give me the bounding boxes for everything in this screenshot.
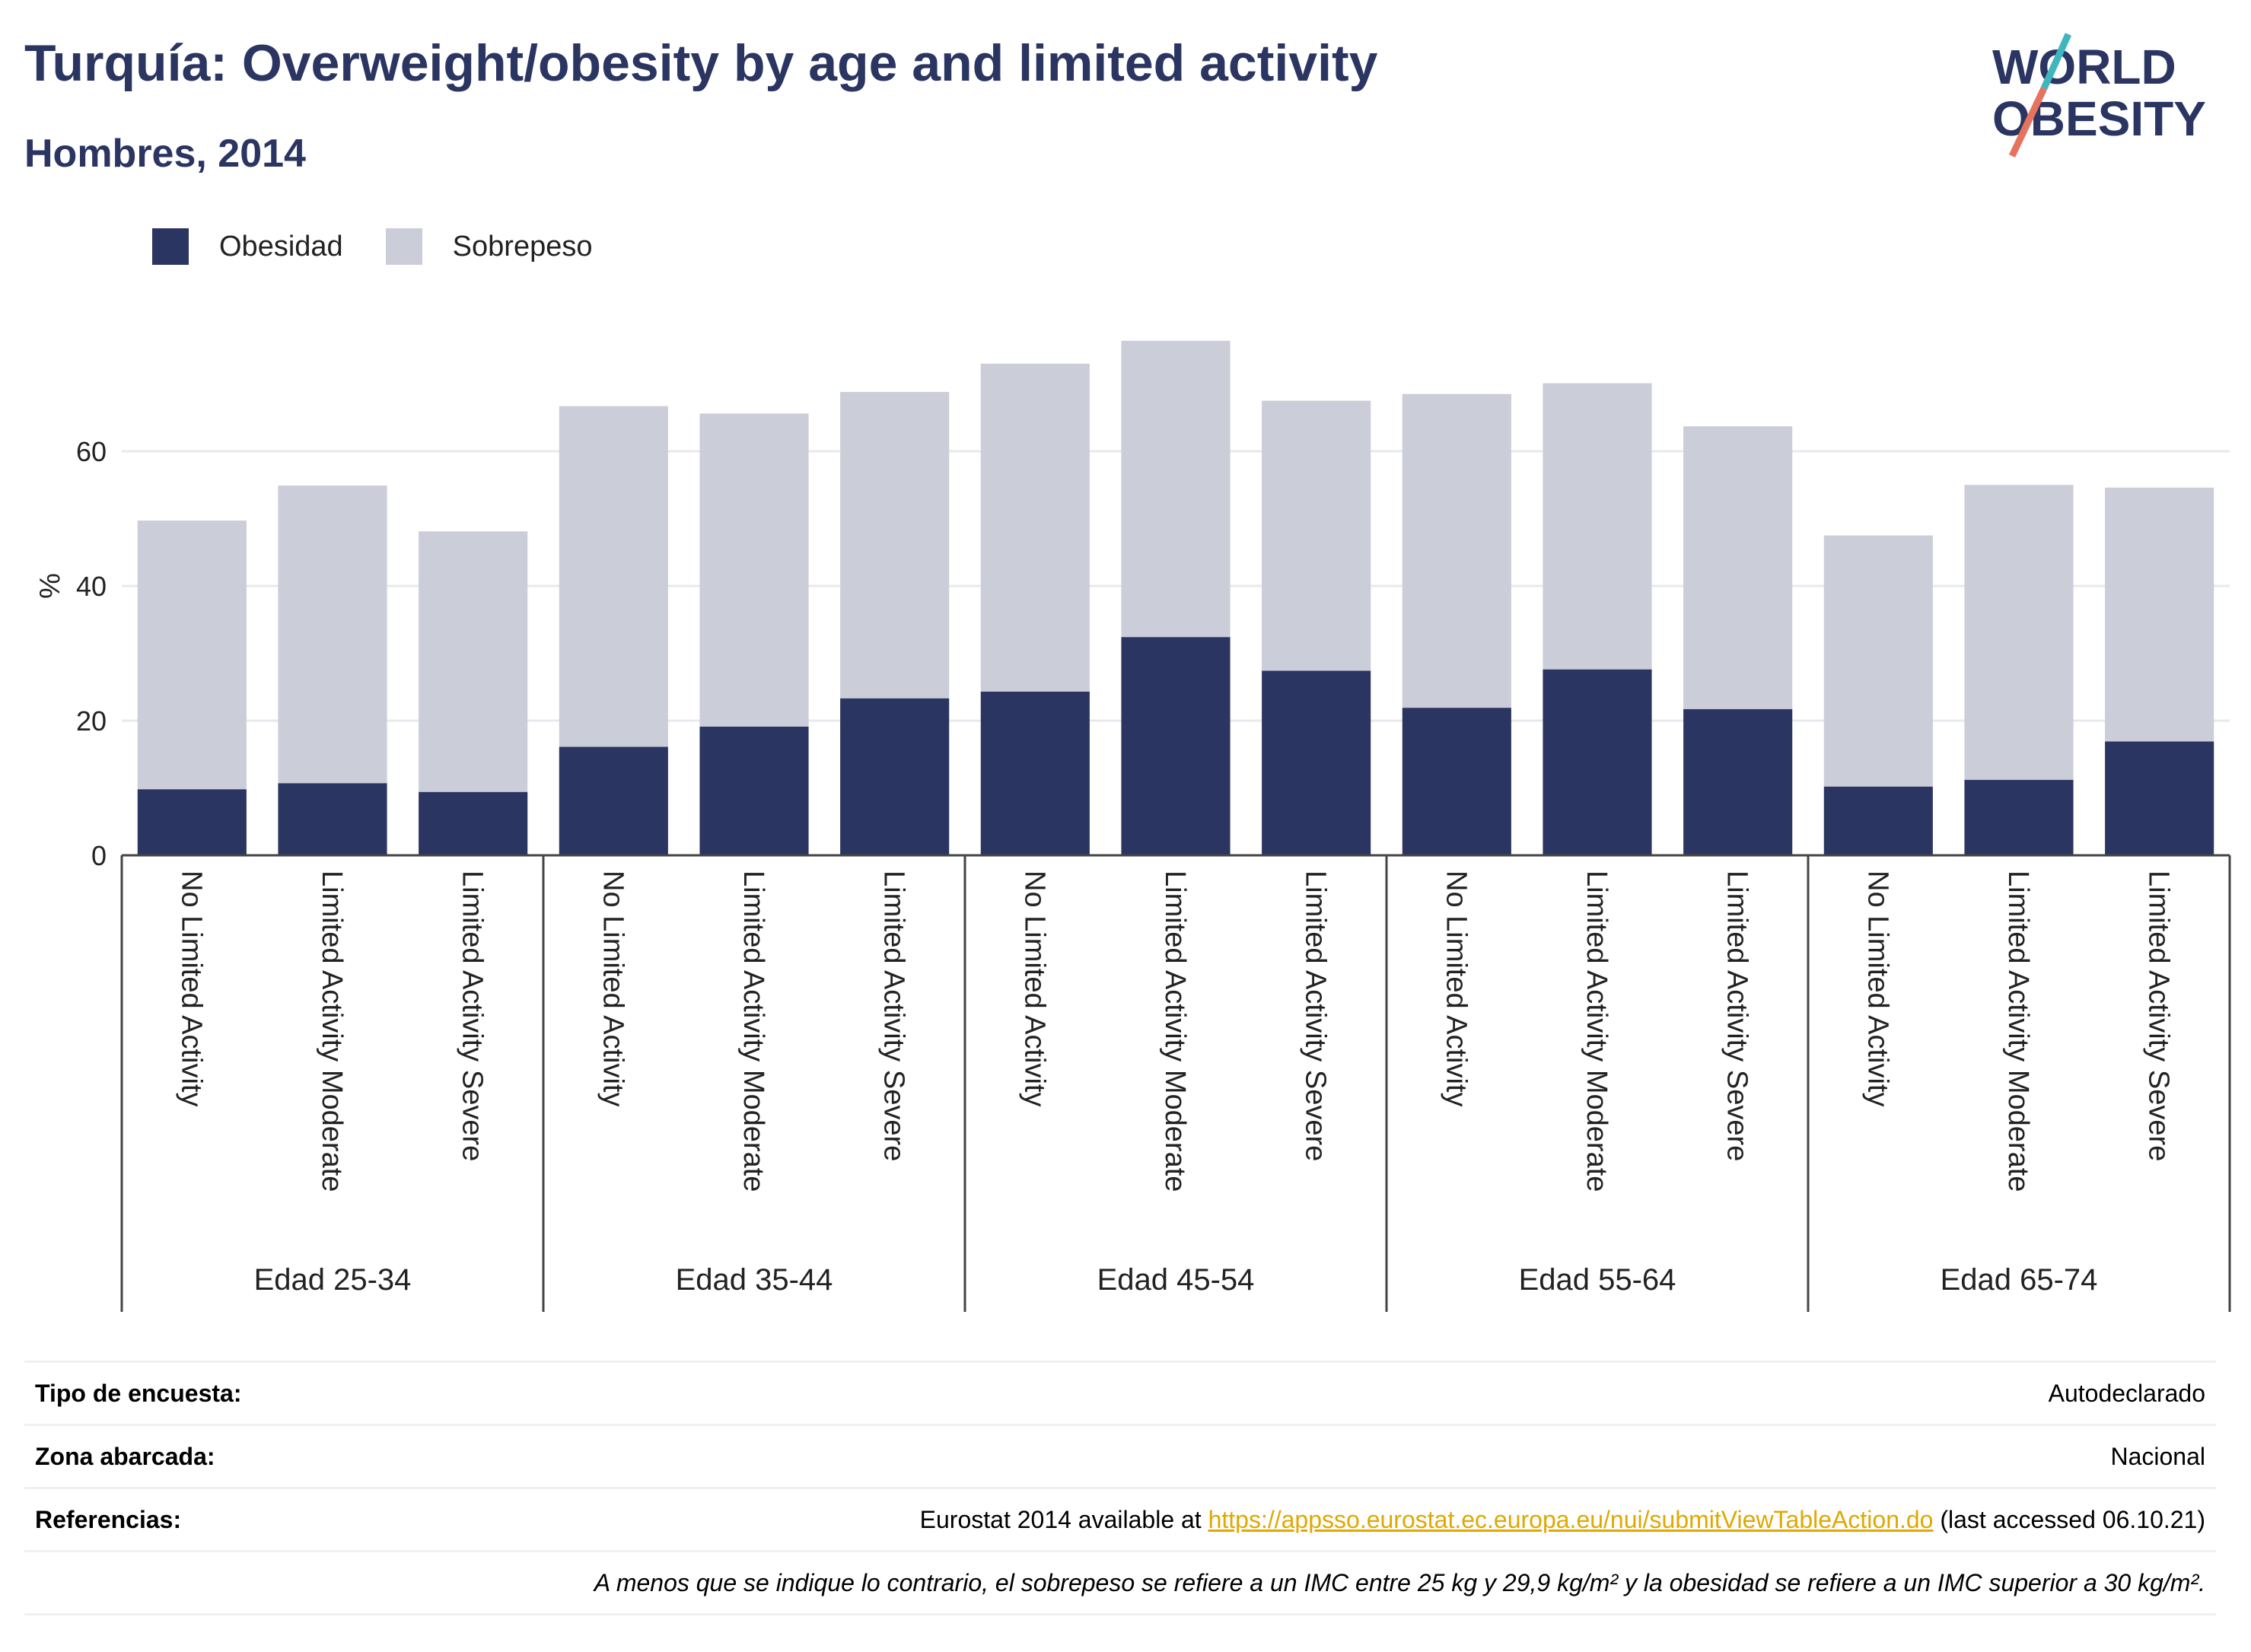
group-label: Edad 55-64 <box>1519 1263 1676 1297</box>
y-tick-label: 20 <box>76 705 107 737</box>
bar-sobrepeso <box>2105 487 2214 742</box>
bar-sobrepeso <box>1823 535 1933 787</box>
bar-sobrepeso <box>419 531 528 792</box>
x-tick-label: Limited Activity Moderate <box>1159 871 1191 1192</box>
x-tick-label: Limited Activity Severe <box>1721 871 1753 1161</box>
bar-sobrepeso <box>840 392 950 699</box>
footer-row-survey-type: Tipo de encuesta: Autodeclarado <box>24 1361 2216 1426</box>
footer-value-coverage: Nacional <box>349 1424 2216 1489</box>
group-label: Edad 35-44 <box>676 1263 833 1297</box>
bar-sobrepeso <box>278 485 387 784</box>
legend-label-sobrepeso: Sobrepeso <box>452 230 593 263</box>
bar-sobrepeso <box>559 406 668 747</box>
legend-swatch-obesidad <box>152 228 189 265</box>
y-tick-label: 0 <box>91 840 107 871</box>
bar-obesidad <box>2105 741 2214 855</box>
bar-sobrepeso <box>1121 340 1231 638</box>
bar-sobrepeso <box>1402 393 1511 708</box>
bar-obesidad <box>1823 786 1933 855</box>
y-tick-label: 60 <box>76 436 107 467</box>
world-obesity-logo: WORLD OBESITY <box>1992 33 2206 158</box>
footer-key-coverage: Zona abarcada: <box>24 1424 350 1489</box>
bar-obesidad <box>137 789 247 855</box>
x-tick-label: No Limited Activity <box>1440 871 1472 1106</box>
bar-obesidad <box>1402 708 1511 855</box>
x-tick-label: No Limited Activity <box>1861 871 1893 1106</box>
group-label: Edad 65-74 <box>1941 1263 2098 1297</box>
bar-sobrepeso <box>1543 383 1652 670</box>
footer-row-coverage: Zona abarcada: Nacional <box>24 1424 2216 1489</box>
footer-note: A menos que se indique lo contrario, el … <box>24 1550 2216 1615</box>
chart-legend: Obesidad Sobrepeso <box>152 225 635 268</box>
bar-obesidad <box>1121 637 1231 855</box>
legend-item-obesidad[interactable]: Obesidad <box>152 228 343 265</box>
reference-prefix: Eurostat 2014 available at <box>919 1505 1208 1533</box>
group-label: Edad 45-54 <box>1097 1263 1255 1297</box>
page-subtitle: Hombres, 2014 <box>24 132 306 176</box>
footer-row-note: A menos que se indique lo contrario, el … <box>24 1550 2216 1615</box>
y-tick-label: 40 <box>76 571 107 602</box>
x-tick-label: No Limited Activity <box>597 871 629 1106</box>
bar-sobrepeso <box>699 413 809 727</box>
y-axis-label: % <box>34 573 66 599</box>
footer-row-references: Referencias: Eurostat 2014 available at … <box>24 1487 2216 1552</box>
bar-sobrepeso <box>1683 426 1793 709</box>
bar-obesidad <box>1262 670 1371 855</box>
reference-link[interactable]: https://appsso.eurostat.ec.europa.eu/nui… <box>1208 1505 1934 1533</box>
footer-value-survey-type: Autodeclarado <box>349 1361 2216 1426</box>
bar-obesidad <box>980 691 1090 855</box>
bar-obesidad <box>1543 669 1652 855</box>
reference-suffix: (last accessed 06.10.21) <box>1933 1505 2205 1533</box>
bar-obesidad <box>419 791 528 855</box>
bar-obesidad <box>699 726 809 855</box>
x-tick-label: Limited Activity Moderate <box>1581 871 1613 1192</box>
bar-obesidad <box>840 698 950 855</box>
page-title: Turquía: Overweight/obesity by age and l… <box>24 34 1378 92</box>
x-tick-label: Limited Activity Moderate <box>316 871 348 1192</box>
bar-sobrepeso <box>980 363 1090 692</box>
x-tick-label: No Limited Activity <box>1018 871 1050 1106</box>
logo-slash-coral <box>2008 87 2048 158</box>
x-tick-label: No Limited Activity <box>175 871 207 1106</box>
legend-label-obesidad: Obesidad <box>219 230 343 263</box>
x-tick-label: Limited Activity Severe <box>878 871 910 1161</box>
bar-obesidad <box>559 746 668 855</box>
x-tick-label: Limited Activity Moderate <box>737 871 769 1192</box>
x-tick-label: Limited Activity Moderate <box>2002 871 2034 1192</box>
stacked-bar-chart: 0 20 40 60% No Limited Activity Limited Activ… <box>34 340 2231 1312</box>
footer-value-references: Eurostat 2014 available at https://appss… <box>349 1487 2216 1552</box>
bar-obesidad <box>278 783 387 855</box>
bar-obesidad <box>1683 708 1793 855</box>
group-label: Edad 25-34 <box>254 1263 412 1297</box>
logo-slash-teal <box>2040 33 2072 90</box>
logo-line-1: WORLD <box>1992 40 2176 94</box>
bar-sobrepeso <box>1964 485 2074 780</box>
bar-obesidad <box>1964 779 2074 855</box>
x-tick-label: Limited Activity Severe <box>1300 871 1332 1161</box>
legend-item-sobrepeso[interactable]: Sobrepeso <box>385 228 593 265</box>
bar-sobrepeso <box>137 520 247 790</box>
x-tick-label: Limited Activity Severe <box>457 871 489 1161</box>
legend-swatch-sobrepeso <box>385 228 422 265</box>
x-tick-label: Limited Activity Severe <box>2143 871 2175 1161</box>
footer-key-references: Referencias: <box>24 1487 350 1552</box>
footer-key-survey-type: Tipo de encuesta: <box>24 1361 350 1426</box>
bar-sobrepeso <box>1262 400 1371 671</box>
footer-table: Tipo de encuesta: Autodeclarado Zona aba… <box>24 1361 2216 1615</box>
